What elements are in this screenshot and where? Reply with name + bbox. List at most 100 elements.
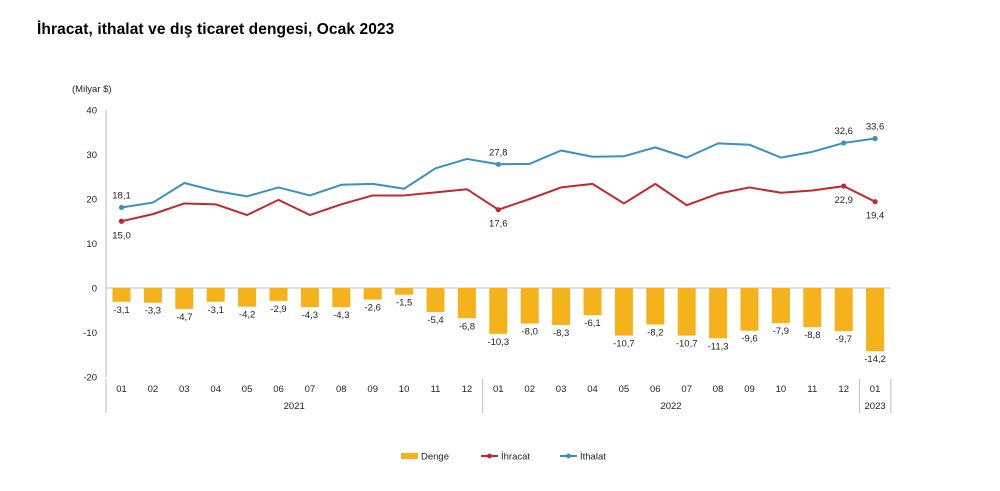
bar-data-label: -6,8 — [459, 321, 475, 332]
x-tick-label: 12 — [838, 384, 849, 395]
x-tick-label: 09 — [744, 384, 755, 395]
y-tick-label: 10 — [86, 239, 97, 250]
bar-denge — [866, 288, 885, 352]
bar-data-label: -6,1 — [584, 318, 600, 329]
bar-data-label: -10,7 — [613, 339, 635, 350]
legend-label: İthalat — [580, 452, 606, 463]
bar-data-label: -10,3 — [487, 337, 509, 348]
bar-denge — [583, 288, 602, 316]
bar-denge — [395, 288, 414, 295]
series-marker — [118, 204, 125, 211]
bar-denge — [677, 288, 696, 336]
y-tick-label: 30 — [86, 150, 97, 161]
bar-denge — [363, 288, 382, 300]
bar-denge — [740, 288, 759, 331]
bar-denge — [520, 288, 539, 324]
bar-denge — [646, 288, 665, 325]
line-data-label: 18,1 — [112, 190, 131, 201]
line-data-label: 15,0 — [112, 230, 131, 241]
bar-series-denge — [112, 288, 885, 352]
bar-data-label: -14,2 — [864, 354, 886, 365]
bar-data-label: -3,1 — [208, 305, 224, 316]
chart-title: İhracat, ithalat ve dış ticaret dengesi,… — [37, 21, 395, 38]
x-tick-label: 11 — [807, 384, 817, 395]
bar-data-label: -7,9 — [773, 326, 789, 337]
bar-denge — [803, 288, 822, 328]
bar-data-label: -8,0 — [522, 327, 538, 338]
x-tick-label: 04 — [210, 384, 221, 395]
x-tick-label: 10 — [399, 384, 410, 395]
year-label: 2023 — [865, 401, 886, 412]
series-marker — [872, 199, 878, 205]
series-marker — [495, 161, 501, 167]
bar-data-label: -3,1 — [113, 305, 129, 316]
bar-denge — [489, 288, 508, 334]
x-tick-label: 03 — [179, 384, 190, 395]
bar-data-label: -2,9 — [270, 304, 286, 315]
line-series — [118, 135, 878, 224]
bar-denge — [269, 288, 288, 301]
x-tick-label: 10 — [776, 384, 787, 395]
line-data-label: 27,8 — [489, 147, 508, 158]
y-tick-label: 20 — [86, 195, 97, 206]
x-tick-label: 02 — [148, 384, 159, 395]
y-axis-unit-label: (Milyar $) — [72, 84, 112, 95]
legend-label: İhracat — [501, 452, 530, 463]
x-tick-label: 09 — [367, 384, 378, 395]
x-tick-label: 02 — [524, 384, 535, 395]
bar-data-label: -3,3 — [145, 306, 161, 317]
bar-data-label: -1,5 — [396, 298, 412, 309]
year-label: 2021 — [284, 401, 305, 412]
series-marker — [118, 218, 125, 224]
bar-data-label: -4,3 — [333, 310, 349, 321]
data-labels: -3,1 -3,3 -4,7 -3,1 -4,2 -2,9 -4,3 -4,3 -2,6 -1,5… — [112, 121, 886, 365]
bar-data-label: -8,8 — [804, 330, 820, 341]
bar-denge — [300, 288, 319, 308]
series-marker — [495, 207, 501, 213]
x-axis: 01 02 03 04 05 06 07 08 09 10 11 12 01 02 03 04 05 06 07 08… — [105, 379, 892, 413]
y-tick-label: -20 — [83, 373, 97, 384]
legend-swatch — [401, 453, 418, 459]
bar-denge — [143, 288, 162, 303]
bar-denge — [206, 288, 225, 302]
bar-denge — [238, 288, 257, 307]
line-data-label: 22,9 — [834, 195, 853, 206]
x-tick-label: 06 — [273, 384, 284, 395]
year-label: 2022 — [660, 401, 681, 412]
x-tick-label: 08 — [336, 384, 347, 395]
bar-data-label: -9,7 — [836, 334, 852, 345]
series-marker — [841, 183, 847, 189]
line-data-label: 17,6 — [489, 219, 508, 230]
bar-denge — [709, 288, 728, 339]
bar-data-label: -11,3 — [708, 341, 729, 352]
legend: Denge İhracat İthalat — [401, 452, 606, 463]
bar-data-label: -4,3 — [302, 310, 318, 321]
x-tick-label: 05 — [619, 384, 630, 395]
x-tick-label: 03 — [556, 384, 567, 395]
legend-marker — [566, 453, 571, 459]
bar-data-label: -5,4 — [427, 315, 443, 326]
x-tick-label: 11 — [431, 384, 441, 395]
bar-denge — [614, 288, 633, 336]
bar-data-label: -9,6 — [741, 334, 757, 345]
bar-denge — [552, 288, 571, 325]
x-tick-label: 06 — [650, 384, 661, 395]
bar-denge — [175, 288, 194, 309]
line-data-label: 19,4 — [866, 211, 885, 222]
bar-data-label: -8,3 — [553, 328, 569, 339]
legend-item: İthalat — [560, 452, 606, 463]
bar-data-label: -10,7 — [676, 339, 698, 350]
bar-data-label: -4,2 — [239, 310, 255, 321]
legend-item: İhracat — [481, 452, 530, 463]
line-data-label: 32,6 — [834, 126, 853, 137]
series-marker — [872, 135, 878, 142]
y-tick-label: 40 — [86, 106, 97, 117]
x-tick-label: 04 — [587, 384, 598, 395]
series-line-i̇hracat — [121, 182, 876, 223]
x-tick-label: 01 — [116, 384, 127, 395]
legend-item: Denge — [401, 452, 449, 463]
bar-data-label: -4,7 — [176, 312, 192, 323]
bar-denge — [426, 288, 445, 313]
bar-denge — [457, 288, 476, 319]
y-tick-label: -10 — [83, 328, 97, 339]
